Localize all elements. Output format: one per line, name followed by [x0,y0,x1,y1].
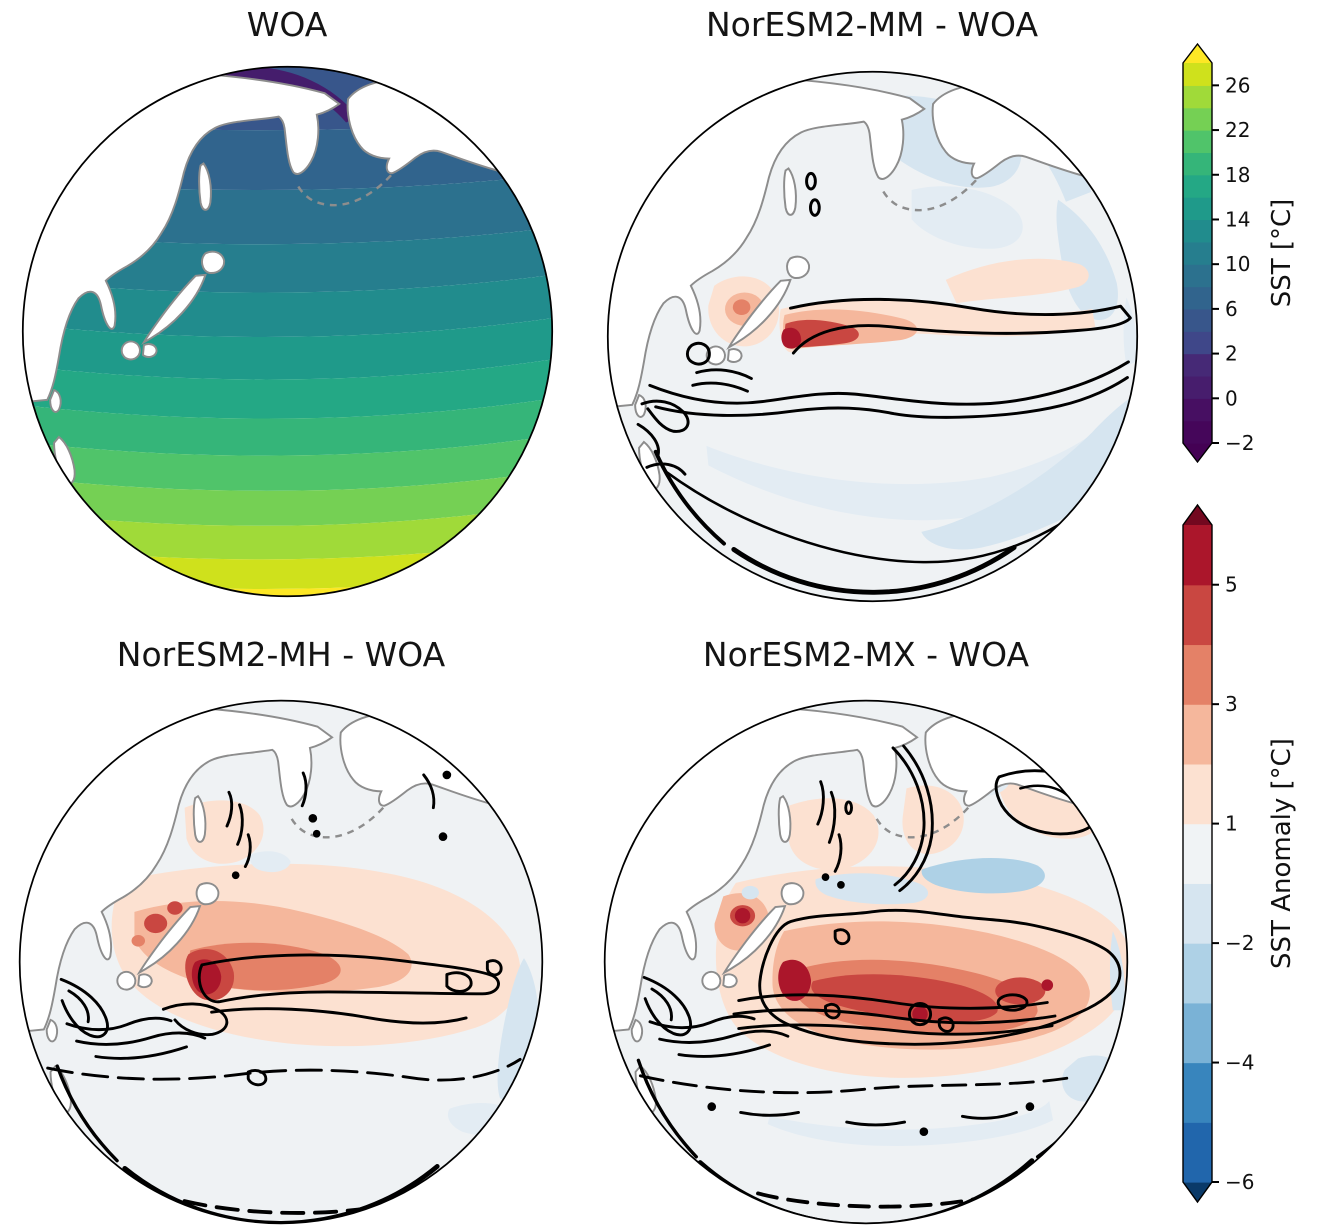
colorbar-tick-label: −2 [1225,931,1254,955]
anomaly-contour-lines [636,171,1132,595]
colorbar-band [1183,420,1212,444]
sst-band [22,270,553,337]
colorbar-band [1183,286,1212,310]
colorbar-extend-above [1183,44,1212,63]
globe-mh [18,699,544,1225]
colorbar-tick-label: 22 [1225,118,1250,142]
colorbar-band [1183,219,1212,243]
colorbar-band [1183,308,1212,332]
colorbar-tick-label: 6 [1225,297,1238,321]
sst-band [22,224,553,293]
colorbar-tick-label: 1 [1225,812,1238,836]
anomaly-contour-lines [46,770,522,1224]
colorbar-band [1183,704,1212,765]
colorbar-band [1183,1122,1212,1183]
colorbar-extend-below [1183,1182,1212,1202]
colorbar-band [1183,197,1212,221]
colorbar-band [1183,763,1212,825]
colorbar-band [1183,174,1212,198]
colorbar-tick-label: −2 [1225,431,1254,455]
globe-outline [603,699,1129,1225]
colorbar-axis-label: SST [°C] [1267,199,1297,308]
colorbar-band [1183,823,1212,884]
colorbar-band [1183,353,1212,377]
panel-title-woa: WOA [246,5,328,44]
colorbar-tick-label: 5 [1225,573,1238,597]
colorbar-band [1183,883,1212,944]
colorbar-band [1183,943,1212,1004]
globe-outline [606,70,1139,603]
globe-outline [18,699,544,1225]
colorbar-tick-label: 14 [1225,207,1250,231]
colorbar-axis-label: SST Anomaly [°C] [1267,738,1297,969]
colorbar-extend-below [1183,443,1212,462]
panel-title-mm: NorESM2-MM - WOA [705,5,1039,44]
sst-band [22,313,553,380]
colorbar-band [1183,1002,1212,1064]
colorbar-tick-label: −6 [1225,1170,1254,1194]
globe-mm [606,70,1139,603]
globe-woa [21,65,554,598]
colorbar-band [1183,241,1212,265]
colorbar-band [1183,264,1212,288]
colorbar-band [1183,152,1212,176]
globe-outline [21,65,554,598]
colorbar-tick-label: 26 [1225,73,1250,97]
colorbar-band [1183,584,1212,646]
sst-band [22,431,553,491]
colorbar-band [1183,130,1212,154]
colorbar-tick-label: 3 [1225,692,1238,716]
sst-band [22,466,553,526]
colorbar-extend-above [1183,505,1212,525]
colorbar-band [1183,331,1212,355]
colorbar-band [1183,644,1212,705]
sst-band [22,354,553,419]
globe-mx [603,699,1129,1225]
colorbar-band [1183,375,1212,399]
colorbar-tick-label: 0 [1225,386,1238,410]
sst-band [22,394,553,456]
colorbar-tick-label: 18 [1225,163,1250,187]
panel-title-mx: NorESM2-MX - WOA [702,635,1030,674]
colorbar-band [1183,1062,1212,1123]
colorbar-tick-label: 10 [1225,252,1250,276]
colorbar-band [1183,85,1212,109]
panel-title-mh: NorESM2-MH - WOA [116,635,446,674]
colorbar-band [1183,525,1212,586]
colorbar-sst-anomaly: −6 −4 −2 1 3 5 SST Anomaly [°C] [1182,503,1297,1204]
colorbar-band [1183,63,1212,86]
colorbar-band [1183,398,1212,422]
colorbar-band [1183,107,1212,131]
colorbar-tick-label: 2 [1225,342,1238,366]
colorbar-tick-label: −4 [1225,1051,1254,1075]
sst-band [22,499,553,560]
